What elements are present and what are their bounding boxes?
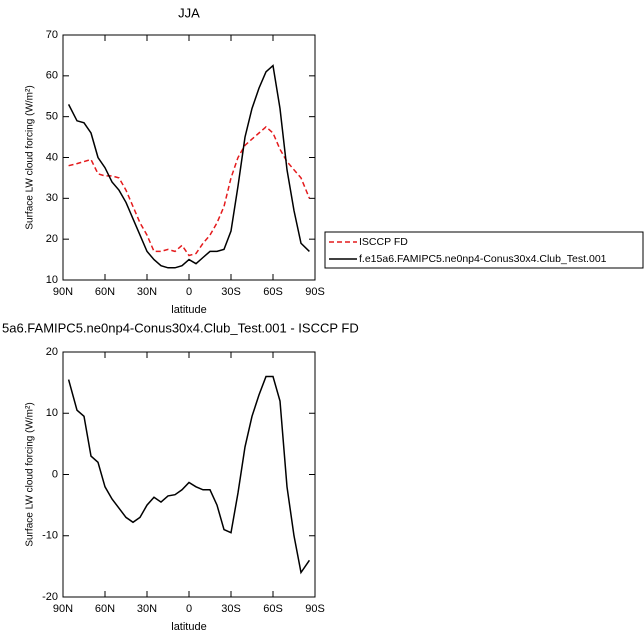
- y-tick-label: 70: [46, 29, 58, 41]
- x-axis-label: latitude: [171, 621, 206, 633]
- data-line: [67, 375, 311, 575]
- x-tick-label: 0: [186, 286, 192, 298]
- y-axis-label: Surface LW cloud forcing (W/m²): [25, 85, 36, 229]
- x-tick-label: 60N: [95, 286, 115, 298]
- y-tick-label: 30: [46, 192, 58, 204]
- x-tick-label: 30N: [137, 603, 157, 615]
- x-tick-label: 30S: [221, 603, 241, 615]
- chart-title: 5a6.FAMIPC5.ne0np4-Conus30x4.Club_Test.0…: [2, 320, 359, 335]
- y-tick-label: 20: [46, 233, 58, 245]
- legend-box: [324, 231, 644, 269]
- legend-label: f.e15a6.FAMIPC5.ne0np4-Conus30x4.Club_Te…: [359, 253, 607, 265]
- y-tick-label: 50: [46, 111, 58, 123]
- x-tick-label: 60S: [263, 603, 283, 615]
- legend-label: ISCCP FD: [359, 236, 408, 248]
- y-tick-label: -20: [42, 591, 58, 603]
- y-tick-label: 20: [46, 346, 58, 358]
- x-tick-label: 60S: [263, 286, 283, 298]
- y-tick-label: 60: [46, 70, 58, 82]
- x-tick-label: 90S: [305, 603, 325, 615]
- plot-frame: [62, 351, 316, 598]
- data-line: [67, 64, 310, 269]
- x-tick-label: 30N: [137, 286, 157, 298]
- y-tick-label: 10: [46, 407, 58, 419]
- x-axis-label: latitude: [171, 304, 206, 316]
- plot-frame: [62, 34, 316, 281]
- y-axis-label: Surface LW cloud forcing (W/m²): [25, 402, 36, 546]
- y-tick-label: 10: [46, 274, 58, 286]
- x-tick-label: 60N: [95, 603, 115, 615]
- data-line: [68, 125, 311, 257]
- x-tick-label: 90N: [53, 603, 73, 615]
- y-tick-label: 0: [52, 468, 58, 480]
- x-tick-label: 0: [186, 603, 192, 615]
- x-tick-label: 90N: [53, 286, 73, 298]
- y-tick-label: 40: [46, 151, 58, 163]
- x-tick-label: 90S: [305, 286, 325, 298]
- y-tick-label: -10: [42, 530, 58, 542]
- x-tick-label: 30S: [221, 286, 241, 298]
- chart-title: JJA: [178, 5, 200, 20]
